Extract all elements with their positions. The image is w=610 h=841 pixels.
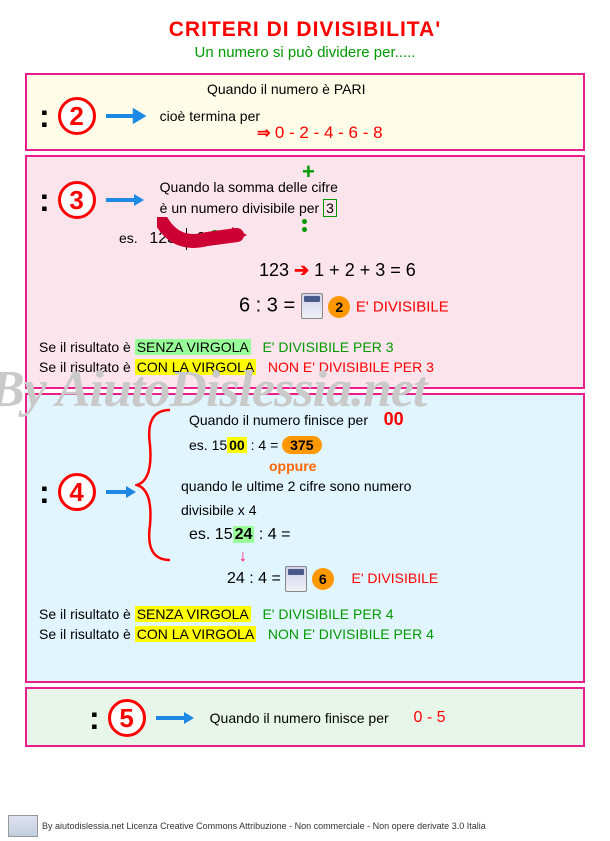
arrow-icon <box>104 482 142 502</box>
colon: : <box>39 98 50 135</box>
two-dots-icon <box>300 219 310 240</box>
section-div-5: : 5 Quando il numero finisce per 0 - 5 <box>25 687 585 747</box>
subtitle: Un numero si può dividere per..... <box>25 44 585 61</box>
divisible-label: E' DIVISIBILE <box>356 299 449 316</box>
colon: : <box>39 474 50 511</box>
rule-2-line2: cioè termina per <box>160 108 260 124</box>
divisor-circle-5: 5 <box>108 699 146 737</box>
es-label: es. <box>119 230 138 246</box>
rule-3-line2: è un numero divisibile per 3 <box>160 199 338 217</box>
digits-5: 0 - 5 <box>414 709 446 727</box>
div-expr: 6 : 3 = <box>239 295 295 317</box>
arrow-icon <box>104 190 152 210</box>
small-arrow-icon: ➔ <box>294 260 309 280</box>
footer: By aiutodislessia.net Licenza Creative C… <box>8 815 602 837</box>
cond-row: Se il risultato è SENZA VIRGOLA E' DIVIS… <box>39 339 571 355</box>
result-circle: 2 <box>328 296 350 318</box>
swoosh-icon <box>157 217 247 252</box>
arrow-icon <box>104 106 152 126</box>
cond-row: Se il risultato è CON LA VIRGOLA NON E' … <box>39 359 571 375</box>
calculator-icon <box>301 293 323 319</box>
divisor-circle-3: 3 <box>58 181 96 219</box>
cond-row: Se il risultato è CON LA VIRGOLA NON E' … <box>39 626 571 642</box>
main-title: CRITERI DI DIVISIBILITA' <box>25 18 585 42</box>
divisor-circle-4: 4 <box>58 473 96 511</box>
oppure-label: oppure <box>269 458 571 474</box>
footer-text: By aiutodislessia.net Licenza Creative C… <box>42 821 486 831</box>
arrow-icon <box>154 708 202 728</box>
divisor-circle-2: 2 <box>58 97 96 135</box>
rule-4-line1: Quando il numero finisce per 00 <box>189 409 571 430</box>
section-div-4: : 4 Quando il numero finisce per 00 es. … <box>25 393 585 683</box>
calculator-icon <box>285 566 307 592</box>
down-arrow-icon: ↓ <box>239 548 571 566</box>
sub-expr-row: 24 : 4 = 6 E' DIVISIBILE <box>227 566 571 592</box>
section-div-3: + : 3 Quando la somma delle cifre è un n… <box>25 155 585 389</box>
cond-row: Se il risultato è SENZA VIRGOLA E' DIVIS… <box>39 606 571 622</box>
colon: : <box>89 700 100 737</box>
colon: : <box>39 182 50 219</box>
small-arrow-icon: ⇒ <box>257 125 270 142</box>
rule-4-line2b: divisibile x 4 <box>181 502 571 518</box>
sum-left: 123 <box>259 260 289 280</box>
section-div-2: Quando il numero è PARI : 2 cioè termina… <box>25 73 585 151</box>
rule-5: Quando il numero finisce per <box>210 710 389 726</box>
sum-right: 1 + 2 + 3 = 6 <box>314 260 416 280</box>
page-container: CRITERI DI DIVISIBILITA' Un numero si pu… <box>25 0 585 747</box>
footer-logo-icon <box>8 815 38 837</box>
es-4-1: es. 1500 : 4 = 375 <box>189 436 571 454</box>
es-4-2: es. 1524 : 4 = <box>189 526 571 544</box>
digits-2: 0 - 2 - 4 - 6 - 8 <box>275 123 383 142</box>
rule-4-line2: quando le ultime 2 cifre sono numero <box>181 478 571 494</box>
rule-2-line1: Quando il numero è PARI <box>207 81 366 97</box>
boxed-3: 3 <box>323 199 337 217</box>
plus-icon: + <box>302 159 315 185</box>
